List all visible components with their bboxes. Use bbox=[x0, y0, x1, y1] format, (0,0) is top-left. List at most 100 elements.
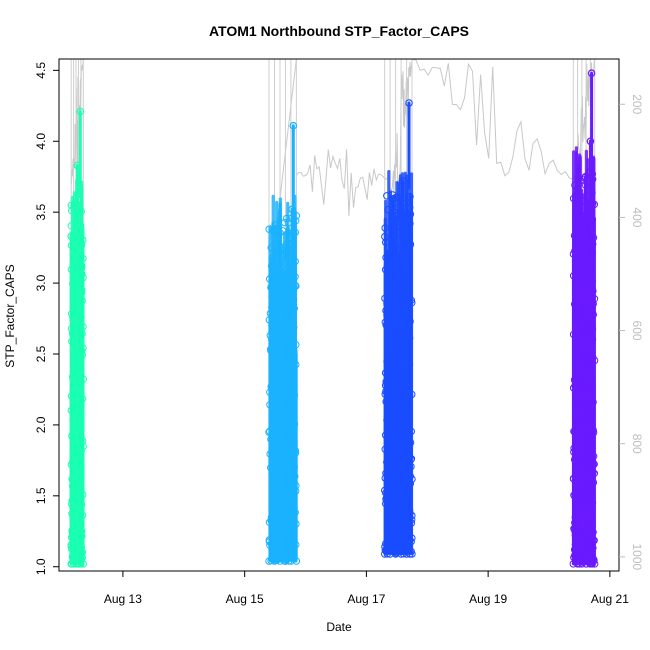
data-point bbox=[581, 394, 589, 402]
data-point bbox=[403, 518, 411, 526]
secondary-line-segment bbox=[411, 58, 574, 180]
data-point bbox=[587, 510, 595, 518]
data-point bbox=[79, 491, 87, 499]
data-point bbox=[400, 343, 408, 351]
peak-point bbox=[289, 121, 298, 130]
data-point bbox=[395, 512, 403, 521]
data-point bbox=[589, 544, 597, 552]
data-point bbox=[399, 493, 408, 501]
data-point bbox=[274, 518, 282, 527]
data-point bbox=[72, 340, 81, 348]
data-point bbox=[72, 394, 81, 403]
data-point bbox=[590, 536, 598, 545]
data-point bbox=[385, 522, 393, 531]
data-point bbox=[588, 247, 596, 256]
data-point bbox=[587, 398, 596, 406]
data-point bbox=[290, 391, 299, 399]
data-point bbox=[582, 285, 590, 294]
data-point bbox=[385, 353, 394, 361]
data-point bbox=[275, 484, 284, 492]
data-point bbox=[583, 485, 591, 493]
series-group bbox=[265, 121, 301, 565]
y2-tick-label: 400 bbox=[630, 207, 644, 227]
data-point bbox=[68, 482, 77, 490]
data-point bbox=[383, 416, 391, 424]
y-tick-label: 1.5 bbox=[34, 487, 48, 504]
data-point bbox=[381, 232, 389, 241]
data-point bbox=[269, 253, 277, 261]
data-point bbox=[277, 548, 285, 556]
data-point bbox=[398, 386, 406, 394]
data-point bbox=[290, 420, 299, 428]
data-point bbox=[588, 518, 596, 526]
data-point bbox=[71, 463, 79, 471]
y2-tick-label: 200 bbox=[630, 94, 644, 114]
peak-point bbox=[392, 212, 401, 221]
data-point bbox=[275, 270, 283, 279]
data-point bbox=[67, 560, 75, 568]
data-point bbox=[283, 528, 291, 536]
y2-tick-label: 800 bbox=[630, 434, 644, 454]
data-point bbox=[571, 519, 579, 527]
data-point bbox=[79, 560, 88, 568]
data-point bbox=[287, 537, 296, 545]
data-point bbox=[271, 457, 279, 465]
data-point bbox=[289, 295, 298, 304]
data-point bbox=[589, 234, 598, 242]
data-point bbox=[392, 193, 400, 202]
series-group bbox=[569, 69, 599, 568]
data-point bbox=[575, 397, 583, 405]
data-point bbox=[287, 354, 296, 362]
data-point bbox=[284, 310, 293, 318]
data-point bbox=[401, 325, 410, 333]
data-point bbox=[280, 438, 288, 446]
data-point bbox=[385, 422, 393, 431]
data-point bbox=[271, 503, 279, 511]
data-point bbox=[578, 476, 586, 484]
y-tick-label: 1.0 bbox=[34, 558, 48, 575]
data-point bbox=[392, 511, 400, 519]
data-point bbox=[388, 376, 397, 384]
data-point bbox=[287, 421, 295, 429]
data-point bbox=[267, 283, 275, 291]
data-point bbox=[71, 438, 79, 446]
data-point bbox=[587, 407, 596, 416]
data-point bbox=[589, 460, 597, 469]
data-point bbox=[283, 429, 291, 437]
chart-title: ATOM1 Northbound STP_Factor_CAPS bbox=[209, 23, 469, 39]
data-point bbox=[75, 436, 84, 444]
data-point bbox=[395, 395, 403, 403]
data-point bbox=[586, 336, 595, 345]
data-point bbox=[399, 409, 407, 417]
data-point bbox=[581, 447, 589, 455]
data-point bbox=[571, 382, 579, 390]
data-point bbox=[266, 541, 274, 549]
data-point bbox=[284, 544, 292, 552]
data-point bbox=[281, 463, 289, 471]
data-point bbox=[381, 369, 390, 377]
data-point bbox=[391, 470, 400, 479]
data-point bbox=[573, 452, 582, 460]
data-point bbox=[68, 337, 76, 346]
data-point bbox=[287, 557, 295, 565]
data-point bbox=[588, 189, 596, 197]
data-point bbox=[570, 448, 578, 456]
data-point bbox=[73, 541, 82, 550]
data-point bbox=[279, 227, 287, 235]
data-point bbox=[399, 405, 407, 413]
data-point bbox=[408, 511, 416, 520]
data-point bbox=[392, 499, 401, 508]
data-point bbox=[587, 442, 595, 450]
data-point bbox=[401, 379, 409, 387]
data-point bbox=[289, 352, 298, 361]
data-point bbox=[291, 508, 299, 517]
data-point bbox=[282, 214, 291, 223]
y-tick-label: 3.0 bbox=[34, 274, 48, 291]
data-point bbox=[68, 510, 76, 518]
data-point bbox=[569, 272, 578, 280]
data-point bbox=[405, 354, 413, 362]
data-point bbox=[407, 462, 415, 471]
data-point bbox=[284, 404, 292, 412]
data-point bbox=[396, 399, 404, 407]
axis-layer: 1.0 1.5 2.0 2.5 3.0 3.5 4.0 4.5 200 400 600 800 1000… bbox=[34, 62, 644, 606]
